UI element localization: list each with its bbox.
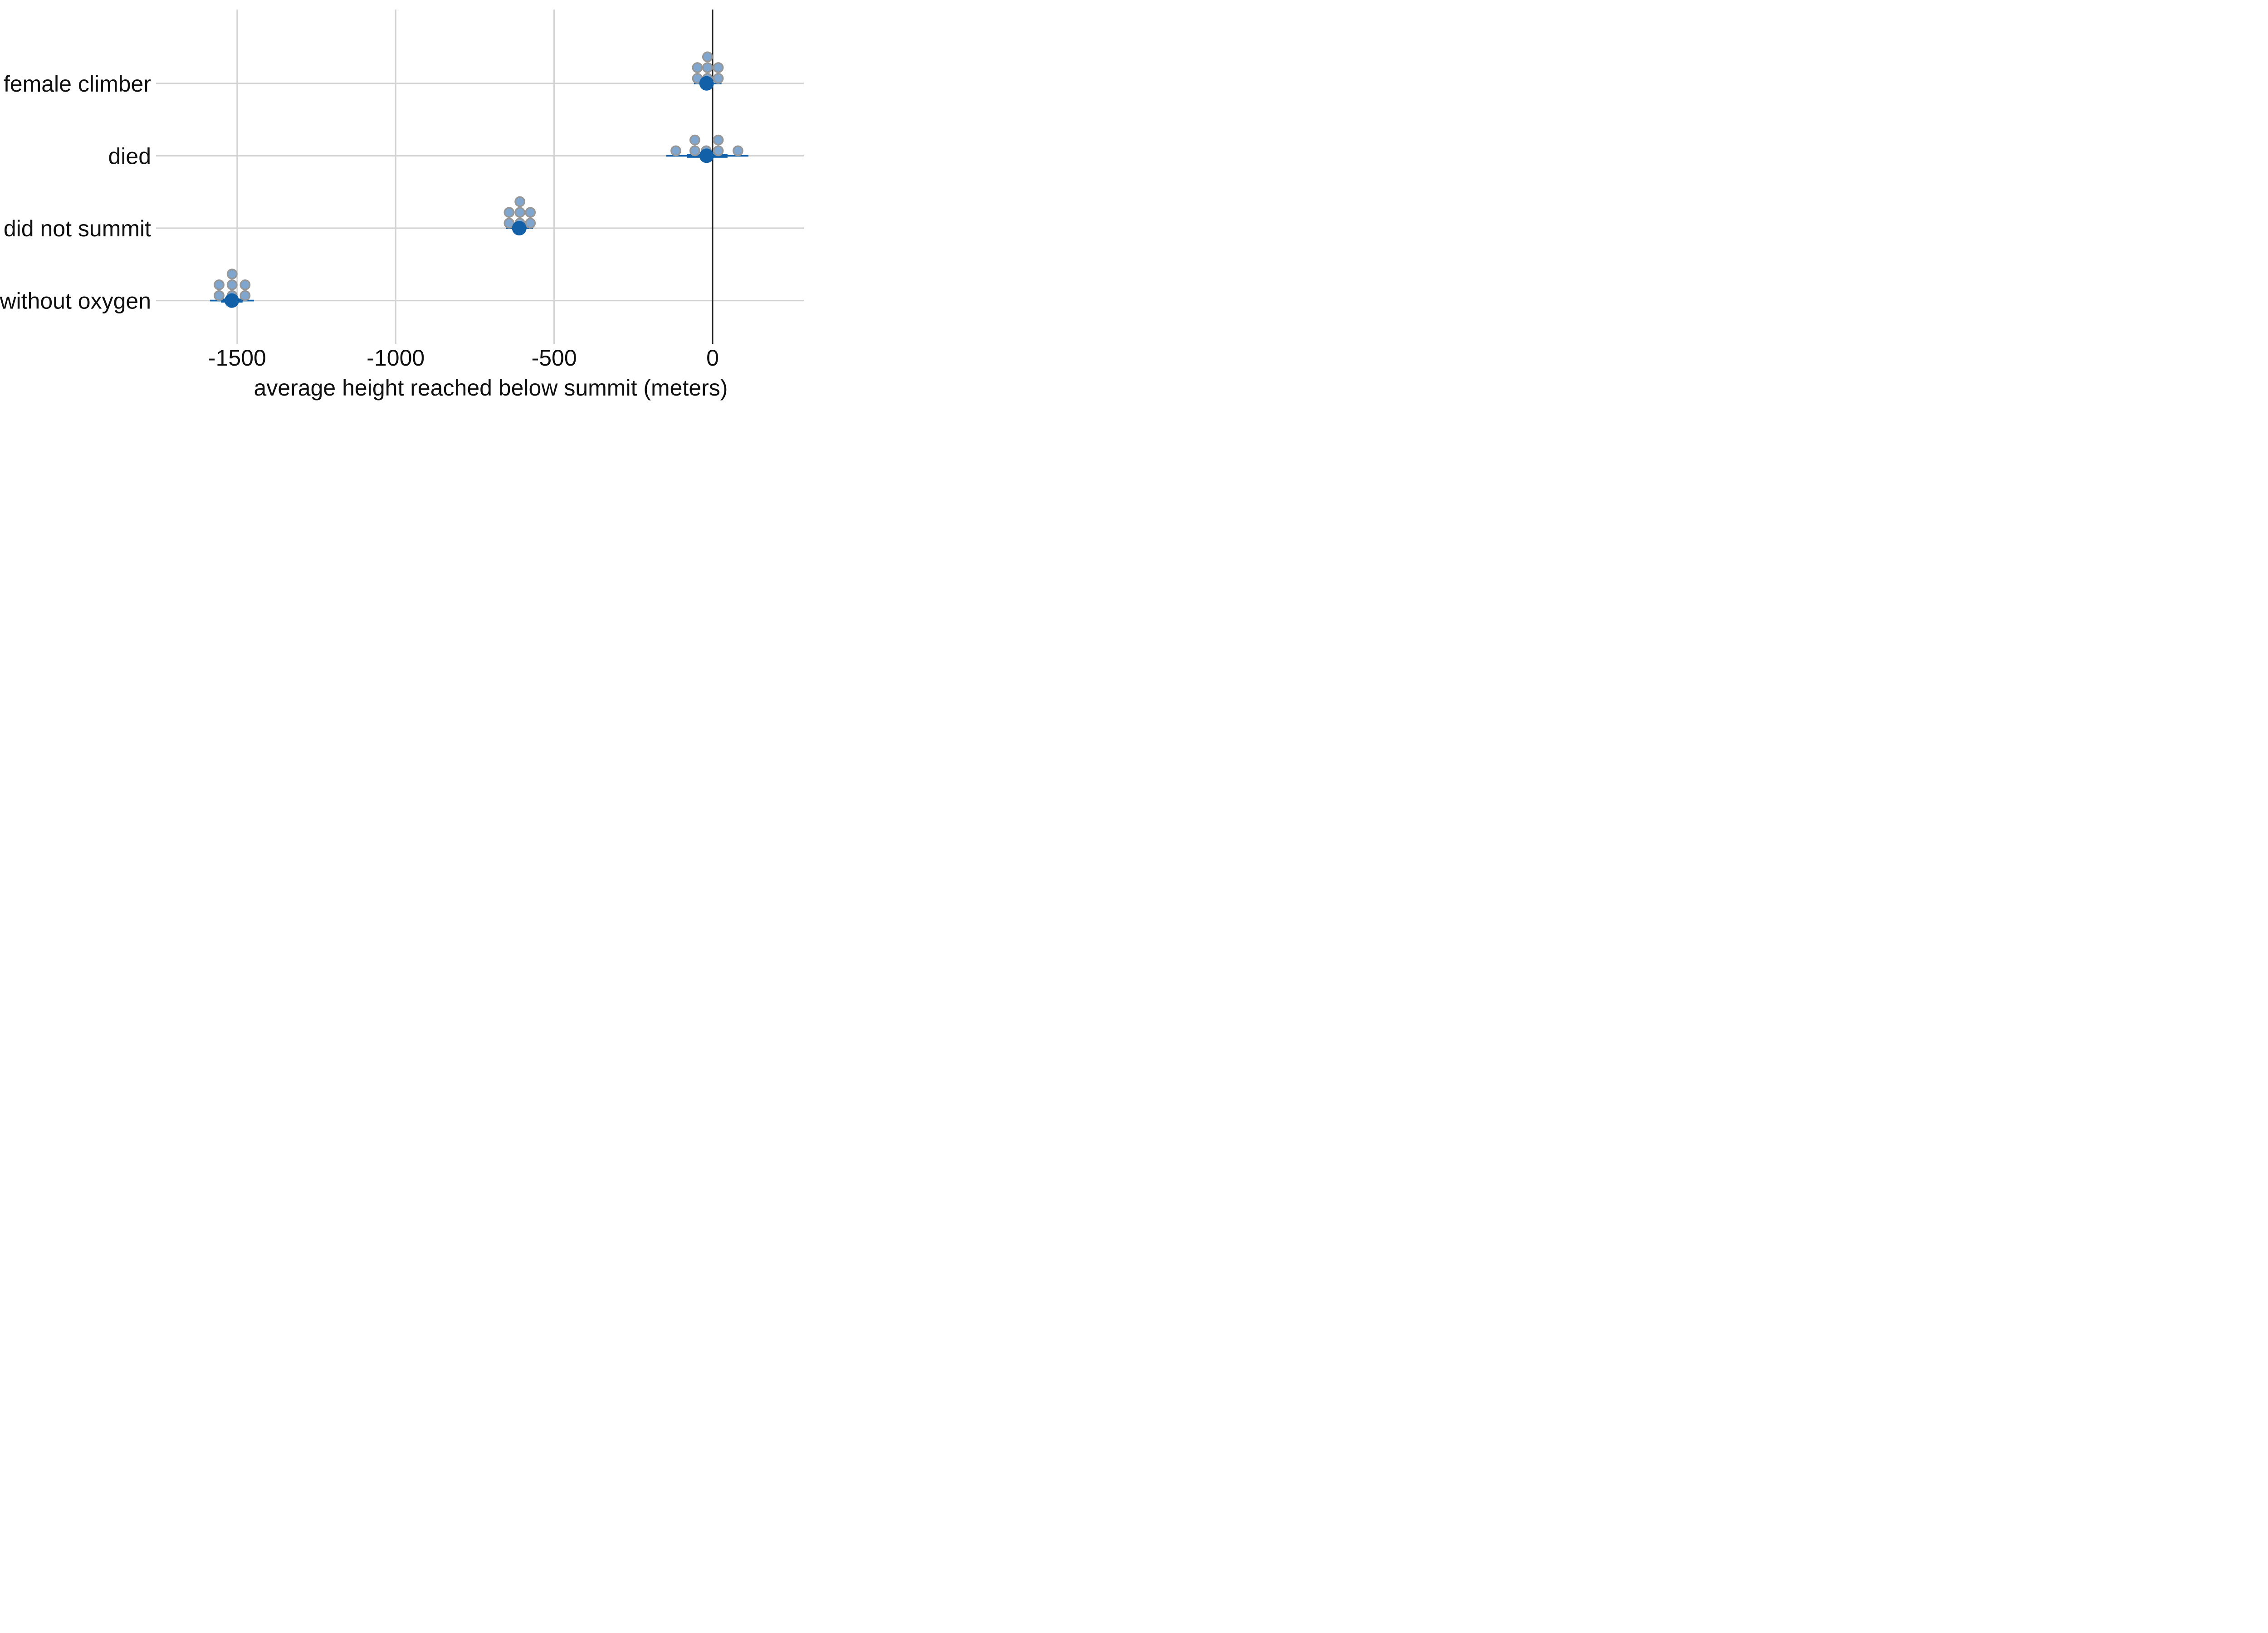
x-tick-label: -500 — [532, 345, 577, 371]
quantile-dot — [214, 290, 225, 301]
quantile-dot — [503, 207, 515, 218]
estimate-dot — [699, 76, 714, 91]
estimate-dot — [699, 148, 714, 163]
chart-canvas: female climber died did not summit without … — [0, 10, 804, 371]
x-tick-label: -1000 — [367, 345, 425, 371]
quantile-dot — [525, 218, 536, 229]
quantile-dot — [226, 269, 238, 279]
estimate-dot — [224, 293, 239, 308]
quantile-dot — [503, 218, 515, 229]
quantile-dot — [713, 62, 724, 73]
quantile-dot — [692, 62, 703, 73]
quantile-dot — [214, 279, 225, 290]
x-tick-label: -1500 — [208, 345, 266, 371]
quantile-dot — [240, 279, 251, 290]
quantile-dot — [713, 73, 724, 84]
estimate-dot — [512, 221, 527, 235]
x-tick-label: 0 — [706, 345, 719, 371]
quantile-dot — [689, 134, 700, 146]
quantile-dot — [514, 196, 526, 207]
y-axis-label: did not summit — [4, 216, 151, 241]
quantile-dot — [240, 290, 251, 301]
x-axis-title: average height reached below summit (met… — [254, 375, 728, 401]
quantile-dot — [713, 134, 724, 146]
dot-interval-plot: female climber died did not summit without … — [0, 0, 816, 408]
quantile-dot — [702, 62, 713, 73]
quantile-dot — [702, 51, 713, 63]
y-axis-label: died — [108, 143, 151, 169]
quantile-dot — [713, 145, 724, 156]
quantile-dot — [226, 279, 238, 290]
y-axis-label: female climber — [4, 71, 151, 97]
quantile-dot — [670, 145, 681, 156]
quantile-dot — [689, 145, 700, 156]
quantile-dot — [733, 145, 743, 156]
quantile-dot — [525, 207, 536, 218]
quantile-dot — [514, 207, 526, 218]
y-axis-label: without oxygen — [0, 288, 151, 314]
